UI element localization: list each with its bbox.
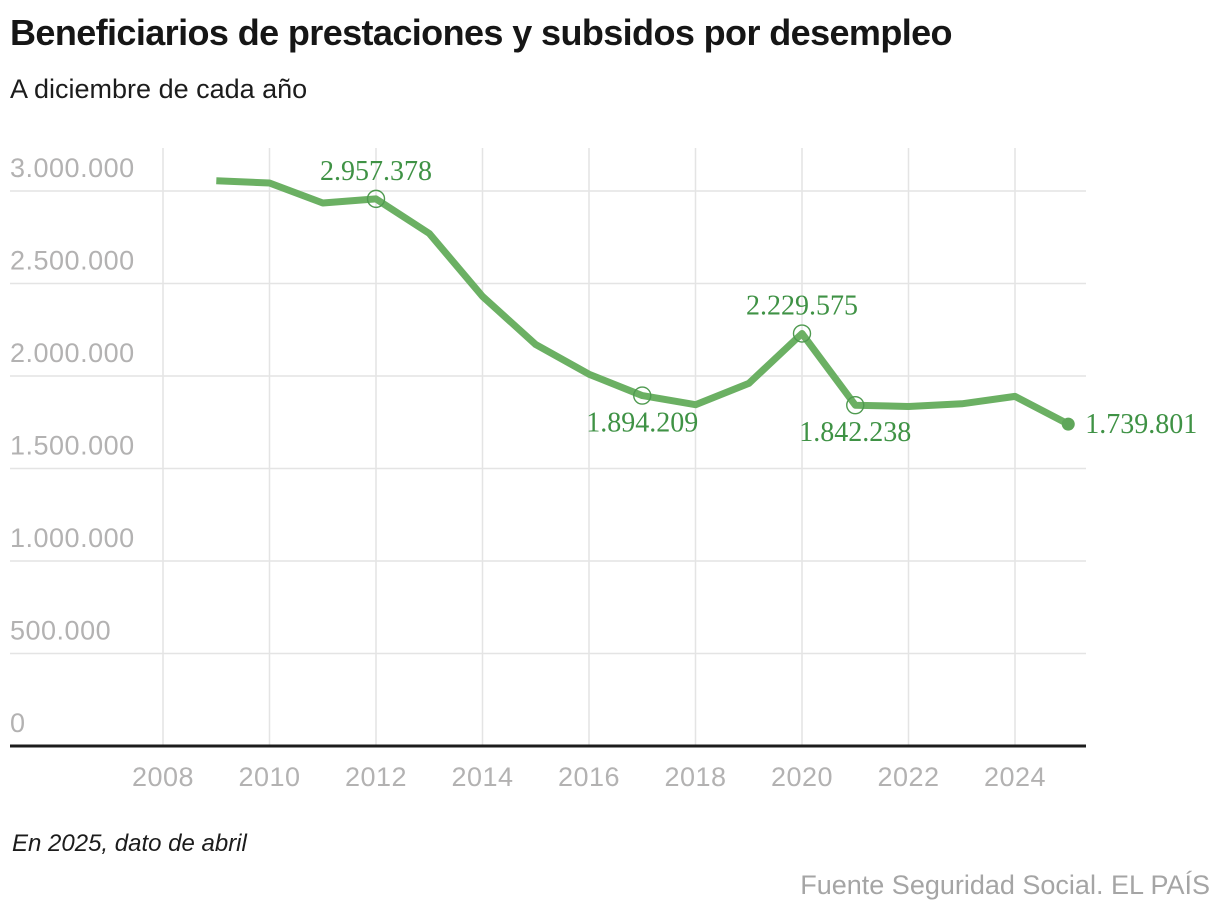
data-label-2017: 1.894.209 bbox=[586, 408, 698, 439]
marker-open-2020 bbox=[792, 324, 812, 343]
y-tick-label-1000000: 1.000.000 bbox=[10, 523, 135, 553]
x-tick-label-2020: 2020 bbox=[771, 762, 833, 792]
y-tick-label-3000000: 3.000.000 bbox=[10, 153, 135, 183]
x-tick-label-2018: 2018 bbox=[664, 762, 726, 792]
x-tick-label-2008: 2008 bbox=[132, 762, 194, 792]
data-label-2025: 1.739.801 bbox=[1085, 409, 1197, 440]
x-tick-label-2024: 2024 bbox=[984, 762, 1046, 792]
series-line bbox=[216, 177, 1070, 428]
data-label-2021: 1.842.238 bbox=[799, 417, 911, 448]
y-tick-label-2000000: 2.000.000 bbox=[10, 338, 135, 368]
y-tick-label-1500000: 1.500.000 bbox=[10, 431, 135, 461]
chart-title: Beneficiarios de prestaciones y subsidos… bbox=[10, 12, 953, 53]
data-label-2020: 2.229.575 bbox=[746, 291, 858, 322]
data-label-2012: 2.957.378 bbox=[320, 156, 432, 187]
chart-source: Fuente Seguridad Social. EL PAÍS bbox=[800, 870, 1210, 900]
chart-footnote: En 2025, dato de abril bbox=[12, 830, 247, 857]
marker-filled-2025 bbox=[1061, 417, 1075, 431]
marker-open-2017 bbox=[633, 386, 652, 405]
y-tick-label-500000: 500.000 bbox=[10, 616, 111, 646]
chart-subtitle: A diciembre de cada año bbox=[10, 74, 308, 104]
x-tick-label-2014: 2014 bbox=[451, 762, 513, 792]
y-tick-label-2500000: 2.500.000 bbox=[10, 246, 135, 276]
marker-open-2021 bbox=[846, 395, 865, 415]
x-tick-label-2012: 2012 bbox=[345, 762, 407, 792]
line-chart: 0 500.000 1.000.000 1.500.000 2.000.000 2.500… bbox=[10, 148, 1197, 792]
x-tick-label-2016: 2016 bbox=[558, 762, 620, 792]
marker-open-2012 bbox=[366, 189, 386, 209]
x-tick-label-2022: 2022 bbox=[877, 762, 939, 792]
y-tick-label-0: 0 bbox=[10, 708, 26, 738]
x-tick-label-2010: 2010 bbox=[238, 762, 300, 792]
